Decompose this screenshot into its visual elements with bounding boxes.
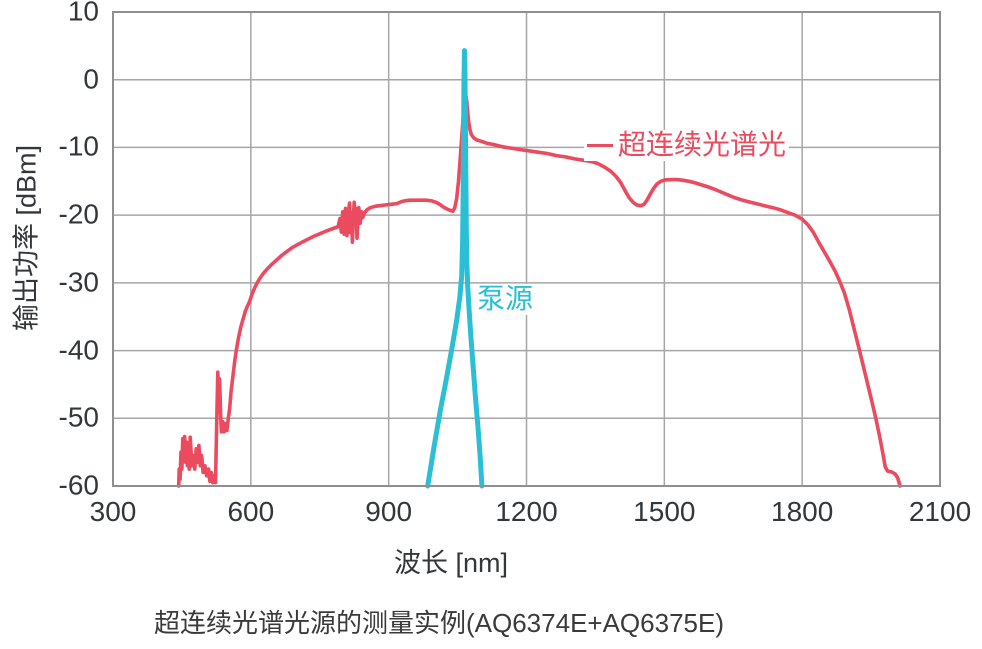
supercontinuum-curve — [176, 94, 902, 488]
plot-frame — [112, 11, 941, 487]
x-tick-label: 900 — [365, 496, 413, 527]
y-tick-label: -30 — [58, 266, 99, 298]
y-tick-label: -60 — [58, 469, 99, 501]
pump-series-label: 泵源 — [474, 283, 537, 315]
label-leader-dash — [587, 143, 613, 147]
pump-curve — [425, 48, 485, 489]
x-tick-label: 1800 — [771, 496, 834, 527]
y-tick-label: -10 — [58, 130, 99, 162]
x-tick-label: 300 — [89, 496, 137, 527]
y-axis-title: 输出功率 [dBm] — [11, 144, 42, 332]
x-axis-title: 波长 [nm] — [393, 548, 509, 578]
supercontinuum-series-label: 超连续光谱光 — [584, 129, 790, 161]
y-tick-label: 0 — [83, 63, 99, 95]
y-tick-label: -50 — [58, 401, 99, 433]
x-tick-label: 600 — [227, 496, 275, 527]
pump-label-text: 泵源 — [477, 283, 534, 314]
x-tick-label: 2100 — [908, 496, 972, 527]
y-tick-label: 10 — [67, 0, 99, 27]
supercontinuum-label-text: 超连续光谱光 — [618, 129, 787, 160]
y-tick-label: -40 — [58, 333, 99, 365]
figure-caption: 超连续光谱光源的测量实例(AQ6374E+AQ6375E) — [154, 608, 724, 638]
y-tick-label: -20 — [58, 198, 99, 230]
x-tick-label: 1500 — [633, 496, 696, 527]
x-tick-label: 1200 — [495, 496, 558, 527]
